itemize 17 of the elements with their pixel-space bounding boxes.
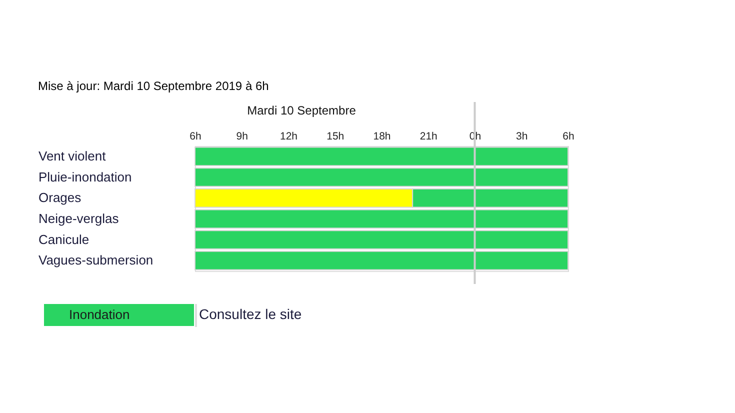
x-tick-label: 21h — [420, 130, 438, 142]
y-tick-label: Vent violent — [38, 148, 106, 164]
x-tick-label: 12h — [280, 130, 298, 142]
chart-title: Mise à jour: Mardi 10 Septembre 2019 à 6h — [38, 79, 269, 93]
text: Consultez le site — [199, 306, 302, 322]
y-tick-label: Orages — [38, 190, 82, 206]
x-tick-label: 18h — [373, 130, 391, 142]
y-tick-label: Pluie-inondation — [38, 169, 132, 184]
x-tick-label: 15h — [326, 130, 344, 142]
x-tick-label: 6h — [190, 130, 202, 142]
y-tick-label: Neige-verglas — [38, 210, 120, 226]
y-tick-label: Vagues-submersion — [38, 252, 154, 268]
x2-tick-label: 3h — [516, 130, 528, 142]
y-tick-label: Canicule — [38, 232, 90, 247]
x-tick-label: 9h — [236, 130, 248, 142]
x-axis-title: Mardi 10 Septembre — [247, 104, 356, 118]
y-tick-label: Inondation — [69, 307, 130, 322]
